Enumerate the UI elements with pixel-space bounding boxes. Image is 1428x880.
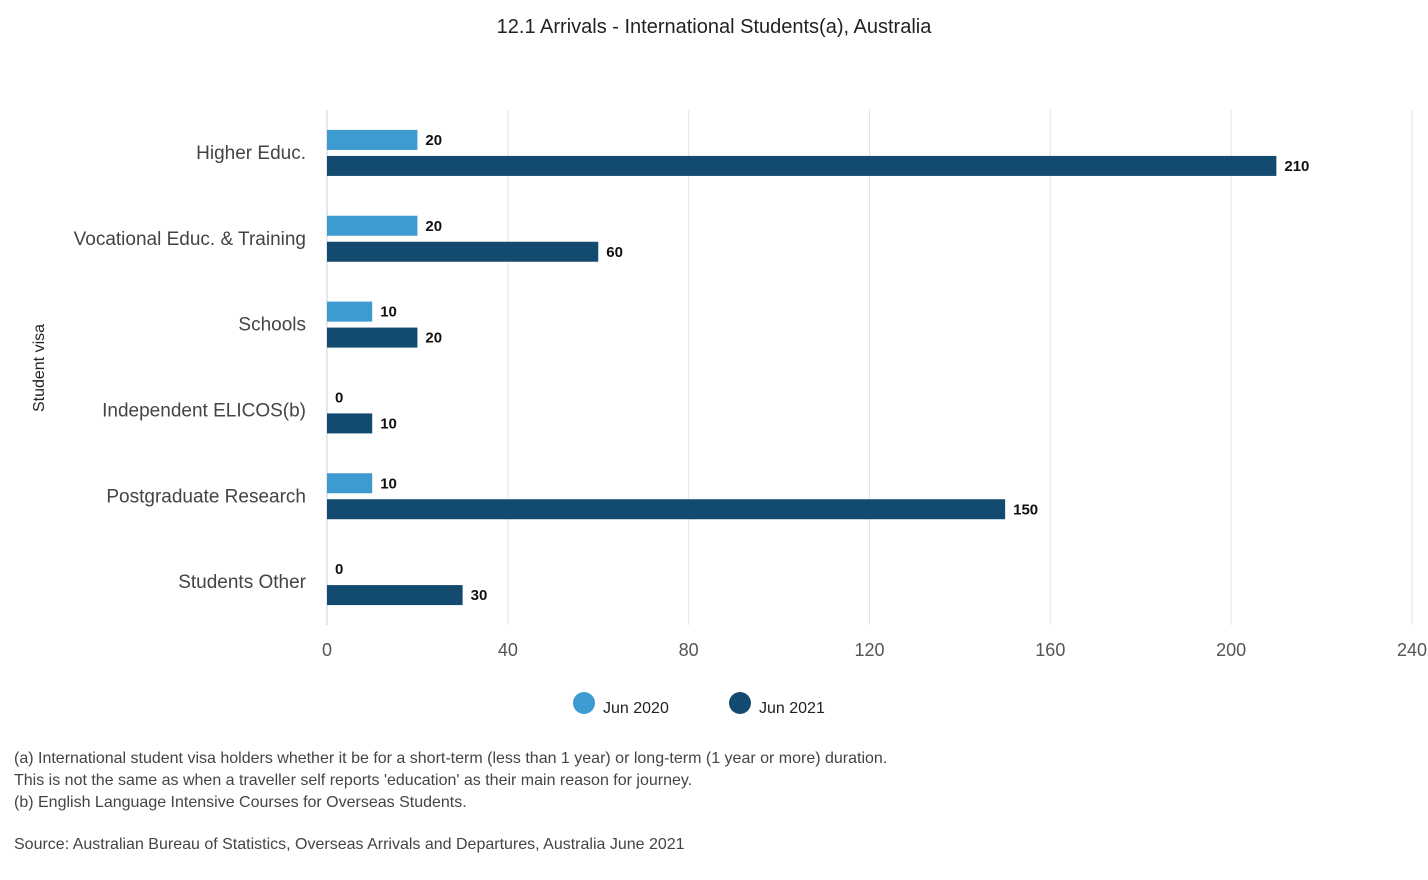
bar-jun-2020 xyxy=(327,129,418,150)
bars xyxy=(327,129,1277,606)
data-label: 30 xyxy=(471,587,488,604)
category-label: Independent ELICOS(b) xyxy=(102,400,306,421)
bar-jun-2021 xyxy=(327,241,599,262)
data-label: 20 xyxy=(425,218,442,235)
bar-jun-2021 xyxy=(327,155,1277,176)
legend-label: Jun 2021 xyxy=(759,700,825,717)
category-label: Schools xyxy=(238,315,306,336)
bar-jun-2020 xyxy=(327,215,418,236)
source-note: Source: Australian Bureau of Statistics,… xyxy=(14,836,685,853)
y-axis-title: Student visa xyxy=(31,324,48,412)
footnote-a: (a) International student visa holders w… xyxy=(14,750,888,767)
legend-marker xyxy=(729,692,751,714)
bar-jun-2020 xyxy=(327,301,373,322)
category-label: Vocational Educ. & Training xyxy=(74,229,306,250)
data-label: 0 xyxy=(335,561,343,578)
bar-jun-2021 xyxy=(327,413,373,434)
bar-jun-2021 xyxy=(327,585,463,606)
bar-jun-2021 xyxy=(327,499,1006,520)
legend-marker xyxy=(573,692,595,714)
x-tick-label: 0 xyxy=(322,640,332,660)
chart-title: 12.1 Arrivals - International Students(a… xyxy=(496,16,932,38)
data-label: 210 xyxy=(1284,158,1309,175)
category-label: Higher Educ. xyxy=(196,143,306,164)
x-tick-label: 160 xyxy=(1035,640,1065,660)
data-label: 60 xyxy=(606,244,623,261)
legend: Jun 2020 Jun 2021 xyxy=(573,692,825,717)
data-label: 10 xyxy=(380,415,397,432)
x-tick-label: 120 xyxy=(854,640,884,660)
x-tick-label: 80 xyxy=(679,640,699,660)
legend-label: Jun 2020 xyxy=(603,700,669,717)
data-label: 10 xyxy=(380,304,397,321)
data-label: 0 xyxy=(335,389,343,406)
x-tick-label: 240 xyxy=(1397,640,1427,660)
data-label: 10 xyxy=(380,475,397,492)
category-label: Postgraduate Research xyxy=(106,486,306,507)
x-tick-label: 200 xyxy=(1216,640,1246,660)
footnote-a-continued: This is not the same as when a traveller… xyxy=(14,772,693,789)
data-label: 20 xyxy=(425,330,442,347)
x-tick-label: 40 xyxy=(498,640,518,660)
footnotes: (a) International student visa holders w… xyxy=(14,748,1414,814)
data-label: 150 xyxy=(1013,501,1038,518)
data-label: 20 xyxy=(425,132,442,149)
bar-jun-2020 xyxy=(327,473,373,494)
gridlines xyxy=(326,110,1413,625)
footnote-b: (b) English Language Intensive Courses f… xyxy=(14,794,467,811)
category-label: Students Other xyxy=(178,572,306,593)
bar-jun-2021 xyxy=(327,327,418,348)
